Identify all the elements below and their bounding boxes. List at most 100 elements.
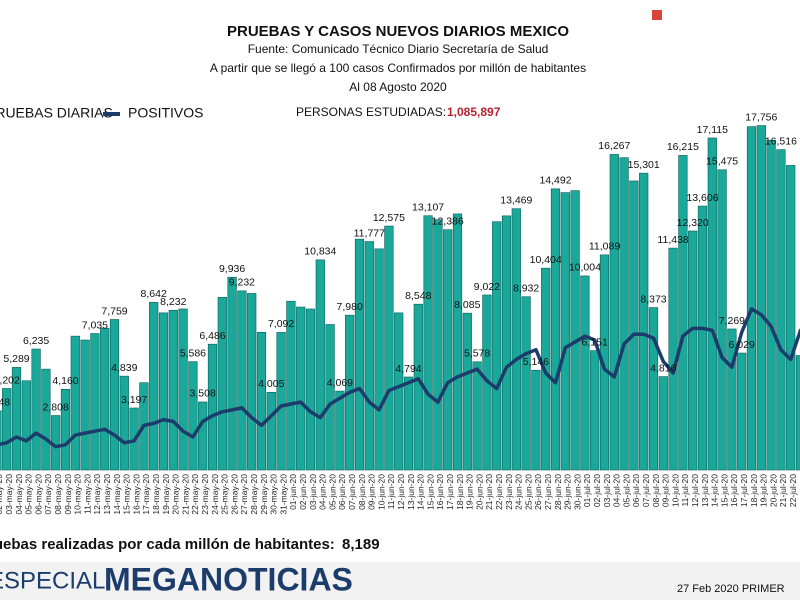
bar [119, 375, 129, 471]
bar [795, 355, 800, 471]
data-label: 3,508 [190, 388, 216, 400]
x-tick-label: 14-jul-20 [710, 474, 720, 507]
plot-area: 3,048 4,202 5,289 6,235 2,808 4,160 7,035 7,759… [0, 111, 800, 515]
x-tick-label: 26-jun-20 [533, 474, 543, 510]
bar [149, 302, 159, 471]
x-tick-label: 14-may-20 [112, 474, 122, 515]
x-tick-label: 24-may-20 [210, 474, 220, 515]
x-tick-label: 31-may-20 [278, 474, 288, 515]
bar [550, 188, 561, 471]
data-label: 7,035 [82, 319, 108, 331]
bar [217, 297, 227, 471]
bar [237, 290, 247, 471]
bar [2, 388, 12, 471]
bar [639, 172, 649, 471]
x-tick-label: 15-jul-20 [719, 474, 729, 507]
x-tick-label: 10-may-20 [73, 474, 83, 515]
bar [443, 229, 453, 471]
x-tick-label: 03-jun-20 [308, 474, 318, 510]
bar [570, 190, 580, 471]
x-tick-label: 20-jul-20 [768, 474, 778, 507]
data-label: 9,936 [219, 263, 245, 275]
bar [580, 275, 590, 471]
data-label: 13,606 [686, 192, 718, 204]
banner-left: ESPECIAL [0, 567, 105, 594]
data-label: 6,151 [582, 336, 608, 348]
data-label: 12,320 [677, 217, 709, 229]
bar [21, 380, 31, 471]
bar [198, 401, 208, 471]
bar [158, 312, 169, 471]
bar [697, 205, 708, 471]
chart-title: PRUEBAS Y CASOS NUEVOS DIARIOS MEXICO [227, 23, 569, 40]
bar [100, 328, 110, 471]
banner-ticker: 27 Feb 2020 PRIMER [677, 583, 785, 595]
x-tick-label: 08-jun-20 [357, 474, 367, 510]
banner [0, 562, 800, 600]
bar [492, 221, 502, 471]
bar [266, 392, 276, 471]
x-tick-label: 03-may-20 [4, 474, 14, 515]
bar [296, 306, 306, 471]
data-label: 5,146 [523, 356, 549, 368]
bar [413, 303, 423, 471]
data-label: 6,235 [23, 335, 49, 347]
bar [629, 180, 639, 471]
bar [394, 312, 404, 471]
data-label: 7,269 [719, 315, 745, 327]
data-label: 8,548 [405, 290, 431, 302]
data-label: 4,005 [258, 378, 284, 390]
data-label: 14,492 [539, 175, 571, 187]
bar [247, 293, 257, 471]
x-tick-label: 22-jun-20 [494, 474, 504, 510]
data-label: 8,932 [513, 283, 539, 295]
data-label: 15,475 [706, 156, 738, 168]
x-tick-label: 24-jun-20 [514, 474, 524, 510]
bar [403, 376, 414, 471]
x-tick-label: 19-jul-20 [759, 474, 769, 507]
x-tick-label: 07-jun-20 [347, 474, 357, 510]
x-tick-label: 13-may-20 [102, 474, 112, 515]
bar [727, 328, 737, 471]
legend-label: POSITIVOS [128, 105, 203, 121]
x-tick-label: 07-jul-20 [641, 474, 651, 507]
x-tick-label: 21-may-20 [180, 474, 190, 515]
data-label: 3,048 [0, 397, 10, 409]
x-tick-label: 19-may-20 [161, 474, 171, 515]
bar [11, 367, 22, 471]
data-label: 12,386 [432, 215, 464, 227]
x-tick-label: 30-jun-20 [572, 474, 582, 510]
data-label: 4,202 [0, 374, 20, 386]
bar [599, 254, 610, 471]
bar [658, 376, 668, 471]
bar [188, 361, 198, 471]
x-tick-label: 11-jul-20 [680, 474, 690, 507]
data-label: 11,777 [354, 227, 385, 239]
x-tick-label: 22-jul-20 [788, 474, 798, 507]
bar [648, 307, 659, 471]
x-tick-label: 10-jun-20 [376, 474, 386, 510]
bar [70, 335, 80, 471]
data-label: 8,085 [454, 299, 480, 311]
line [0, 307, 800, 449]
x-tick-label: 01-jun-20 [288, 474, 298, 510]
bar [452, 213, 463, 471]
bar [521, 296, 531, 471]
data-label: 2,808 [43, 401, 69, 413]
bar [168, 309, 178, 471]
total-label: PERSONAS ESTUDIADAS: [296, 105, 446, 119]
bar [707, 137, 717, 471]
bar [0, 410, 2, 471]
x-tick-label: 04-jul-20 [612, 474, 622, 507]
bar [364, 241, 374, 471]
data-label: 10,834 [304, 246, 336, 258]
x-tick-label: 11-may-20 [82, 474, 92, 514]
x-tick-label: 26-may-20 [229, 474, 239, 515]
x-tick-label: 17-may-20 [141, 474, 151, 515]
data-label: 7,092 [268, 318, 294, 330]
bar [560, 192, 570, 471]
bar [325, 324, 335, 471]
bar [60, 388, 71, 471]
stat-label: Pruebas realizadas por cada millón de ha… [0, 536, 335, 553]
x-tick-label: 02-may-20 [0, 474, 4, 515]
